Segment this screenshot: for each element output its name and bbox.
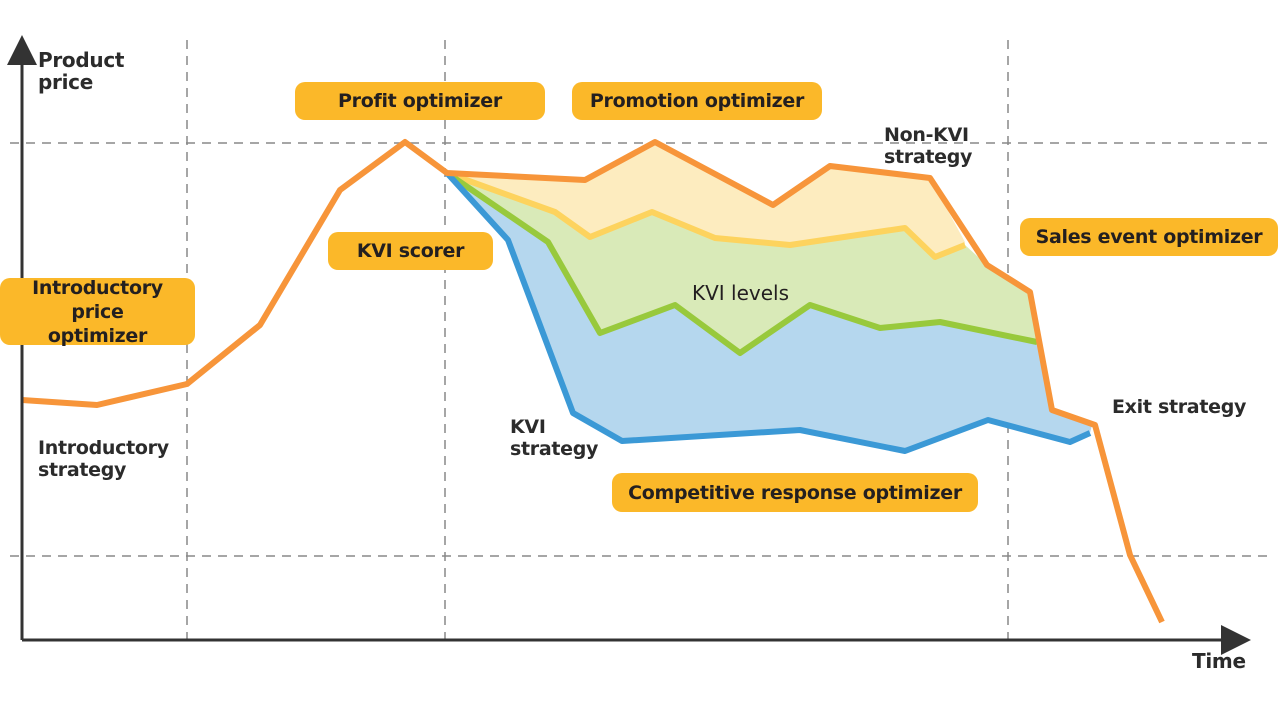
kvi-strategy-label: KVI strategy — [510, 416, 599, 460]
x-axis-label: Time — [1192, 649, 1246, 673]
competitive-response-optimizer-box: Competitive response optimizer — [612, 473, 978, 512]
profit-optimizer-box: Profit optimizer — [295, 82, 545, 120]
kvi-scorer-box: KVI scorer — [328, 232, 493, 270]
kvi-region-fill — [447, 173, 1092, 451]
kvi-levels-fill — [447, 173, 1037, 353]
grid-lines — [10, 40, 1270, 640]
non-kvi-strategy-label: Non-KVI strategy — [884, 124, 973, 168]
sales-event-optimizer-box: Sales event optimizer — [1020, 218, 1278, 256]
introductory-price-optimizer-box: Introductory price optimizer — [0, 277, 195, 347]
upper-kvi-level-line — [445, 170, 967, 260]
exit-strategy-label: Exit strategy — [1112, 396, 1247, 418]
y-axis-label: Product price — [38, 48, 125, 94]
kvi-strategy-line — [444, 170, 1092, 454]
promotion-optimizer-box: Promotion optimizer — [572, 82, 822, 120]
introductory-strategy-label: Introductory strategy — [38, 437, 169, 481]
product-price-line — [21, 139, 1165, 624]
kvi-level-line — [445, 170, 1038, 356]
kvi-levels-label: KVI levels — [692, 281, 790, 305]
non-kvi-region-fill — [447, 142, 965, 257]
